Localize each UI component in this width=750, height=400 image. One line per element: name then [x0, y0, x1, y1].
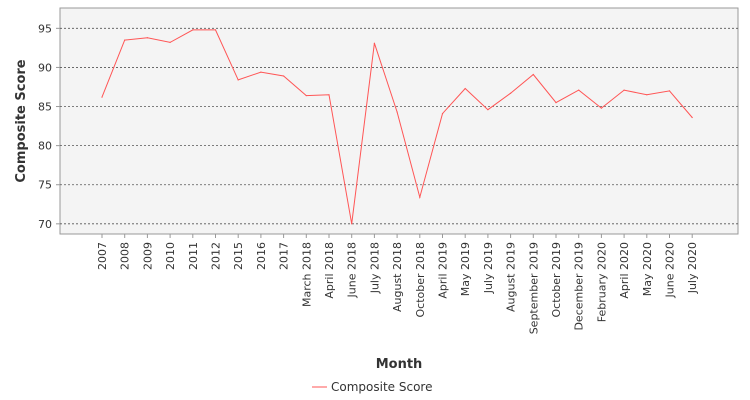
legend-label: Composite Score	[331, 380, 432, 394]
x-tick-label: June 2020	[664, 242, 677, 298]
x-tick-label: July 2020	[686, 242, 699, 294]
x-tick-label: 2012	[210, 242, 223, 270]
data-point	[214, 29, 217, 31]
x-tick-label: 2007	[96, 242, 109, 270]
data-point	[668, 90, 671, 92]
data-point	[351, 223, 353, 225]
data-point	[419, 196, 421, 198]
x-tick-label: August 2019	[505, 242, 518, 312]
x-tick-label: 2009	[141, 242, 154, 270]
data-point	[373, 42, 375, 44]
x-tick-label: August 2018	[391, 242, 404, 312]
x-tick-label: April 2019	[437, 242, 450, 299]
data-point	[578, 89, 580, 91]
data-point	[646, 94, 648, 96]
grid-lines	[60, 27, 738, 225]
data-point	[101, 96, 103, 98]
x-tick-label: October 2018	[414, 242, 427, 318]
data-point	[237, 79, 239, 81]
x-tick-label: March 2018	[300, 242, 313, 307]
data-point	[283, 75, 285, 77]
data-point	[691, 116, 693, 119]
x-tick-label: 2017	[278, 242, 291, 270]
y-axis: 70 75 80 85 90 95	[38, 22, 60, 231]
x-tick-label: 2011	[187, 242, 200, 270]
x-axis-title: Month	[376, 357, 423, 372]
x-tick-label: April 2020	[618, 242, 631, 299]
x-tick-label: 2016	[255, 242, 268, 270]
x-tick-label: May 2020	[641, 242, 654, 296]
x-tick-label: April 2018	[323, 242, 336, 299]
y-tick-label: 85	[38, 101, 52, 114]
x-tick-label: September 2019	[527, 242, 540, 334]
x-tick-label: June 2018	[346, 242, 359, 298]
series-group	[101, 29, 693, 225]
y-tick-label: 70	[38, 218, 52, 231]
y-tick-label: 75	[38, 179, 52, 192]
data-point	[487, 109, 489, 111]
data-point	[328, 94, 330, 96]
y-tick-label: 95	[38, 22, 52, 35]
x-axis: 2007 2008 2009 2010 2011 2012 2015 2016 2017 Marc…	[60, 233, 738, 334]
x-tick-label: October 2019	[550, 242, 563, 318]
data-point	[555, 102, 557, 104]
x-tick-label: 2008	[119, 242, 132, 270]
data-point	[305, 94, 307, 97]
data-point	[169, 41, 171, 44]
data-point	[260, 71, 262, 73]
y-tick-label: 80	[38, 140, 52, 153]
x-tick-label: July 2018	[368, 242, 381, 294]
x-tick-label: February 2020	[595, 242, 608, 322]
data-point	[532, 73, 534, 76]
x-tick-label: July 2019	[482, 242, 495, 294]
data-point	[623, 89, 625, 91]
legend: Composite Score	[312, 380, 432, 394]
x-tick-label: May 2019	[459, 242, 472, 296]
data-point	[396, 111, 398, 113]
data-point	[192, 29, 194, 31]
data-point	[464, 87, 466, 90]
data-point	[146, 37, 148, 39]
data-point	[124, 39, 126, 41]
data-point	[510, 92, 512, 94]
y-tick-label: 90	[38, 61, 52, 74]
y-axis-title: Composite Score	[14, 59, 29, 182]
x-tick-label: 2015	[232, 242, 245, 270]
x-tick-label: December 2019	[573, 242, 586, 331]
data-point	[600, 107, 603, 109]
data-point	[441, 112, 444, 115]
x-tick-label: 2010	[164, 242, 177, 270]
